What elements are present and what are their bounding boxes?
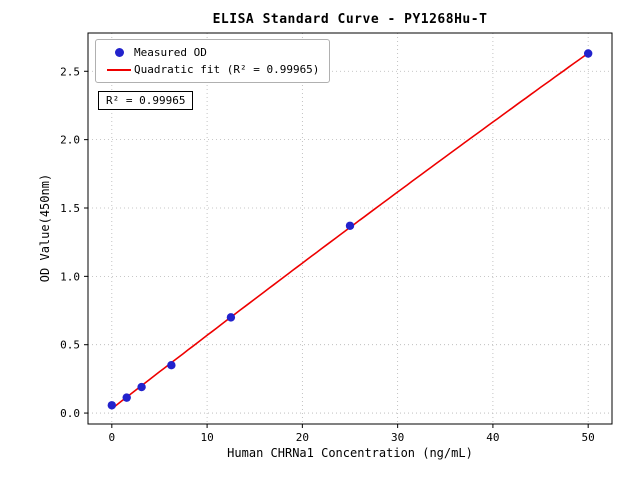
legend: Measured OD Quadratic fit (R² = 0.99965) [95,39,331,83]
svg-text:1.5: 1.5 [60,202,80,215]
svg-text:0.0: 0.0 [60,407,80,420]
fit-line-icon [107,68,131,71]
plot-frame [87,32,613,425]
data-points [107,49,593,410]
svg-text:2.5: 2.5 [60,65,80,78]
svg-text:20: 20 [296,431,309,444]
measured-od-point-icon [114,48,124,57]
svg-text:30: 30 [391,431,404,444]
svg-text:50: 50 [582,431,595,444]
x-axis-label: Human CHRNa1 Concentration (ng/mL) [227,446,473,460]
legend-label-quadratic-fit: Quadratic fit (R² = 0.99965) [134,63,320,76]
tick-labels: 0 10 20 30 40 50 0.0 0.5 1.0 1.5 2.0 2.5 [60,65,595,444]
legend-label-measured-od: Measured OD [134,46,207,59]
grid [88,33,612,424]
axis-ticks [84,70,589,428]
r-squared-annotation: R² = 0.99965 [98,91,194,110]
svg-text:0.5: 0.5 [60,339,80,352]
svg-text:40: 40 [486,431,499,444]
svg-text:0: 0 [109,431,116,444]
y-axis-label: OD Value(450nm) [38,173,52,283]
svg-text:2.0: 2.0 [60,134,80,147]
svg-text:10: 10 [200,431,213,444]
legend-item-measured-od: Measured OD [104,44,319,61]
legend-item-quadratic-fit: Quadratic fit (R² = 0.99965) [104,61,319,78]
svg-text:1.0: 1.0 [60,270,80,283]
chart-title: ELISA Standard Curve - PY1268Hu-T [212,12,488,27]
